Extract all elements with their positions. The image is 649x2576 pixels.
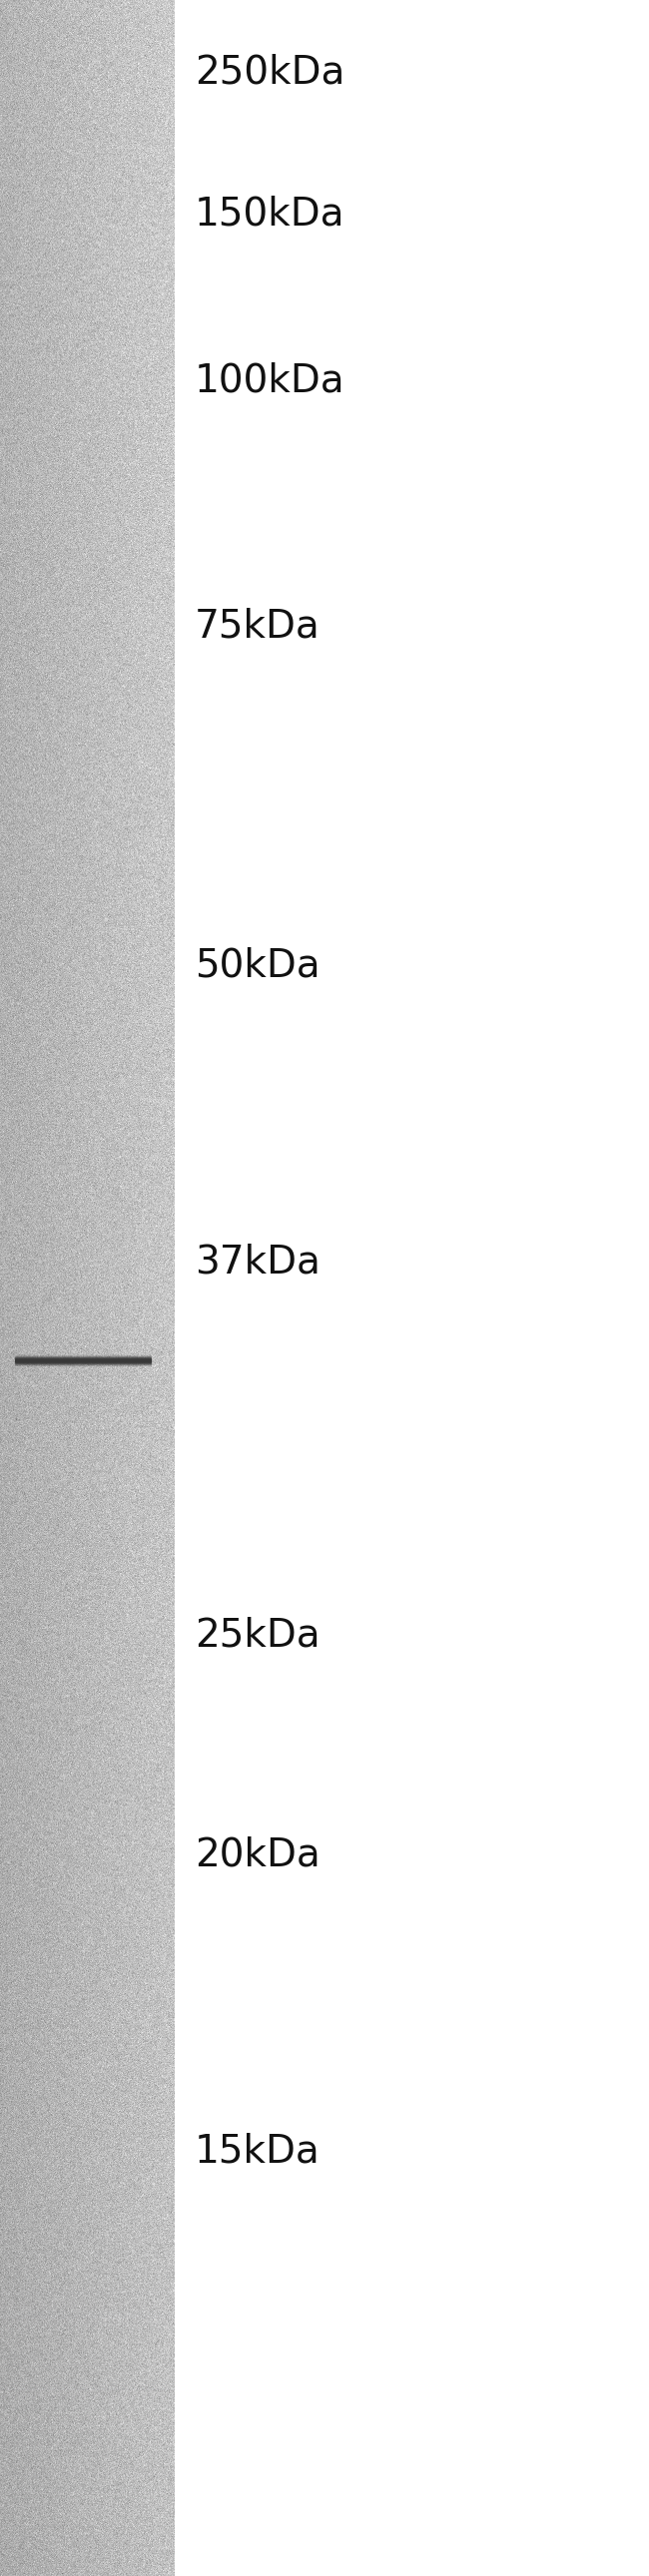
Text: 20kDa: 20kDa — [195, 1837, 320, 1873]
Text: 75kDa: 75kDa — [195, 608, 320, 644]
Text: 37kDa: 37kDa — [195, 1244, 321, 1280]
Text: 150kDa: 150kDa — [195, 196, 345, 232]
Text: 25kDa: 25kDa — [195, 1618, 320, 1654]
Text: 50kDa: 50kDa — [195, 948, 320, 984]
Text: 15kDa: 15kDa — [195, 2133, 320, 2169]
Text: 250kDa: 250kDa — [195, 54, 345, 90]
Text: 100kDa: 100kDa — [195, 363, 345, 399]
